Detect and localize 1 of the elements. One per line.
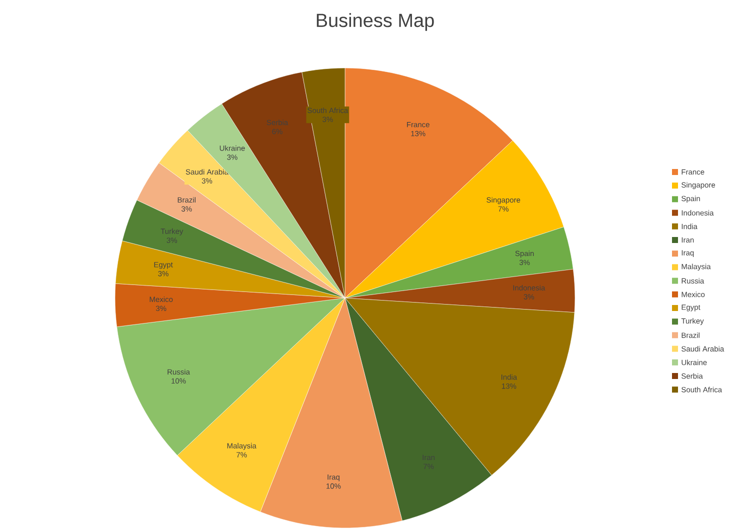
chart-title: Business Map xyxy=(316,13,434,31)
